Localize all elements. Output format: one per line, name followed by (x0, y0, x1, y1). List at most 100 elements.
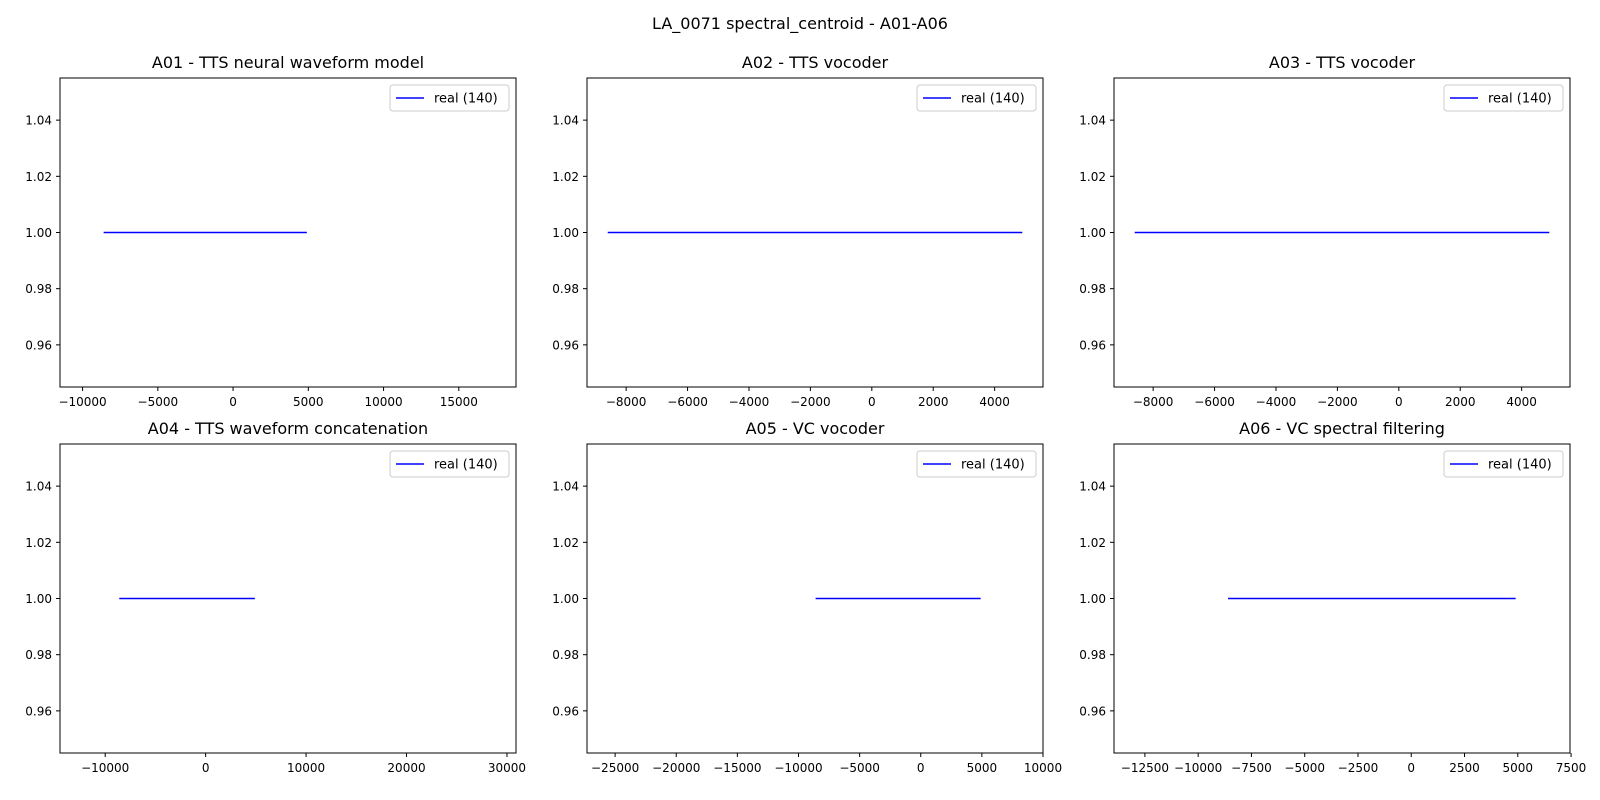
x-tick-label: 7500 (1556, 761, 1587, 775)
legend: real (140) (1443, 84, 1564, 112)
y-tick-label: 0.98 (1079, 282, 1106, 296)
subplot-1: A01 - TTS neural waveform model 0.96 0.98 1… (25, 53, 517, 409)
x-tick-label: 10000 (364, 395, 402, 409)
x-tick-label: −8000 (606, 395, 647, 409)
y-tick-label: 0.98 (25, 282, 52, 296)
x-tick-label: 4000 (1506, 395, 1537, 409)
x-tick-label: −5000 (138, 395, 179, 409)
y-tick-label: 0.98 (25, 648, 52, 662)
y-tick-label: 0.96 (1079, 704, 1106, 718)
x-tick-label: 10000 (287, 761, 325, 775)
y-tick-label: 1.00 (552, 226, 579, 240)
subplot-title: A02 - TTS vocoder (742, 53, 889, 72)
x-tick-label: −10000 (1174, 761, 1222, 775)
y-tick-label: 1.04 (1079, 480, 1106, 494)
x-tick-label: 15000 (440, 395, 478, 409)
y-tick-label: 0.96 (552, 704, 579, 718)
legend: real (140) (389, 450, 510, 478)
legend: real (140) (916, 450, 1037, 478)
legend-label: real (140) (961, 92, 1025, 107)
legend: real (140) (1443, 450, 1564, 478)
x-tick-label: 4000 (979, 395, 1010, 409)
x-tick-label: −2500 (1338, 761, 1379, 775)
subplot-6: A06 - VC spectral filtering 0.96 0.98 1.00 1… (1079, 419, 1586, 775)
legend-frame (1443, 84, 1564, 112)
x-tick-label: −4000 (729, 395, 770, 409)
legend-label: real (140) (434, 458, 498, 473)
x-tick-label: −2000 (1317, 395, 1358, 409)
y-tick-label: 1.00 (25, 592, 52, 606)
legend-label: real (140) (961, 458, 1025, 473)
x-tick-label: 2000 (918, 395, 949, 409)
y-tick-label: 1.00 (1079, 226, 1106, 240)
legend-frame (1443, 450, 1564, 478)
y-tick-label: 1.04 (25, 114, 52, 128)
y-tick-label: 1.00 (1079, 592, 1106, 606)
subplot-title: A06 - VC spectral filtering (1239, 419, 1445, 438)
x-tick-label: 0 (229, 395, 237, 409)
y-tick-label: 1.00 (552, 592, 579, 606)
subplot-5: A05 - VC vocoder 0.96 0.98 1.00 1.02 1.04 −250… (552, 419, 1062, 775)
y-tick-label: 1.02 (552, 536, 579, 550)
legend-frame (389, 450, 510, 478)
legend: real (140) (916, 84, 1037, 112)
y-tick-label: 1.04 (1079, 114, 1106, 128)
x-tick-label: −25000 (591, 761, 639, 775)
legend-frame (916, 450, 1037, 478)
axes-frame (1113, 77, 1571, 388)
legend-frame (916, 84, 1037, 112)
y-tick-label: 1.00 (25, 226, 52, 240)
x-tick-label: −5000 (1284, 761, 1325, 775)
axes-frame (59, 443, 517, 754)
subplot-2: A02 - TTS vocoder 0.96 0.98 1.00 1.02 1.04 −80… (552, 53, 1044, 409)
x-tick-label: −5000 (839, 761, 880, 775)
x-tick-label: 2500 (1449, 761, 1480, 775)
x-tick-label: 5000 (293, 395, 324, 409)
x-tick-label: 0 (202, 761, 210, 775)
x-tick-label: 5000 (967, 761, 998, 775)
y-tick-label: 0.96 (1079, 338, 1106, 352)
y-tick-label: 0.96 (25, 338, 52, 352)
x-tick-label: 30000 (488, 761, 526, 775)
x-tick-label: −4000 (1256, 395, 1297, 409)
x-tick-label: −10000 (58, 395, 106, 409)
subplot-grid: A01 - TTS neural waveform model 0.96 0.98 1… (25, 53, 1586, 775)
x-tick-label: −8000 (1133, 395, 1174, 409)
legend-label: real (140) (434, 92, 498, 107)
subplot-title: A01 - TTS neural waveform model (152, 53, 424, 72)
legend-label: real (140) (1488, 92, 1552, 107)
axes-frame (586, 77, 1044, 388)
y-tick-label: 0.98 (552, 648, 579, 662)
y-tick-label: 1.04 (552, 480, 579, 494)
x-tick-label: 20000 (387, 761, 425, 775)
x-tick-label: −20000 (652, 761, 700, 775)
axes-frame (59, 77, 517, 388)
y-tick-label: 1.04 (552, 114, 579, 128)
x-tick-label: 0 (1407, 761, 1415, 775)
axes-frame (586, 443, 1044, 754)
y-tick-label: 1.02 (552, 170, 579, 184)
subplot-title: A03 - TTS vocoder (1269, 53, 1416, 72)
y-tick-label: 0.98 (1079, 648, 1106, 662)
y-tick-label: 1.02 (1079, 170, 1106, 184)
figure-title: LA_0071 spectral_centroid - A01-A06 (652, 14, 948, 34)
x-tick-label: −6000 (667, 395, 708, 409)
y-tick-label: 1.02 (25, 170, 52, 184)
x-tick-label: −7500 (1231, 761, 1272, 775)
x-tick-label: −10000 (774, 761, 822, 775)
legend: real (140) (389, 84, 510, 112)
x-tick-label: −15000 (713, 761, 761, 775)
y-tick-label: 1.02 (1079, 536, 1106, 550)
subplot-3: A03 - TTS vocoder 0.96 0.98 1.00 1.02 1.04 −80… (1079, 53, 1571, 409)
legend-label: real (140) (1488, 458, 1552, 473)
y-tick-label: 1.04 (25, 480, 52, 494)
x-tick-label: 5000 (1503, 761, 1534, 775)
x-tick-label: 0 (1395, 395, 1403, 409)
y-tick-label: 0.96 (25, 704, 52, 718)
subplot-title: A05 - VC vocoder (746, 419, 885, 438)
x-tick-label: 0 (868, 395, 876, 409)
y-tick-label: 0.96 (552, 338, 579, 352)
y-tick-label: 0.98 (552, 282, 579, 296)
legend-frame (389, 84, 510, 112)
